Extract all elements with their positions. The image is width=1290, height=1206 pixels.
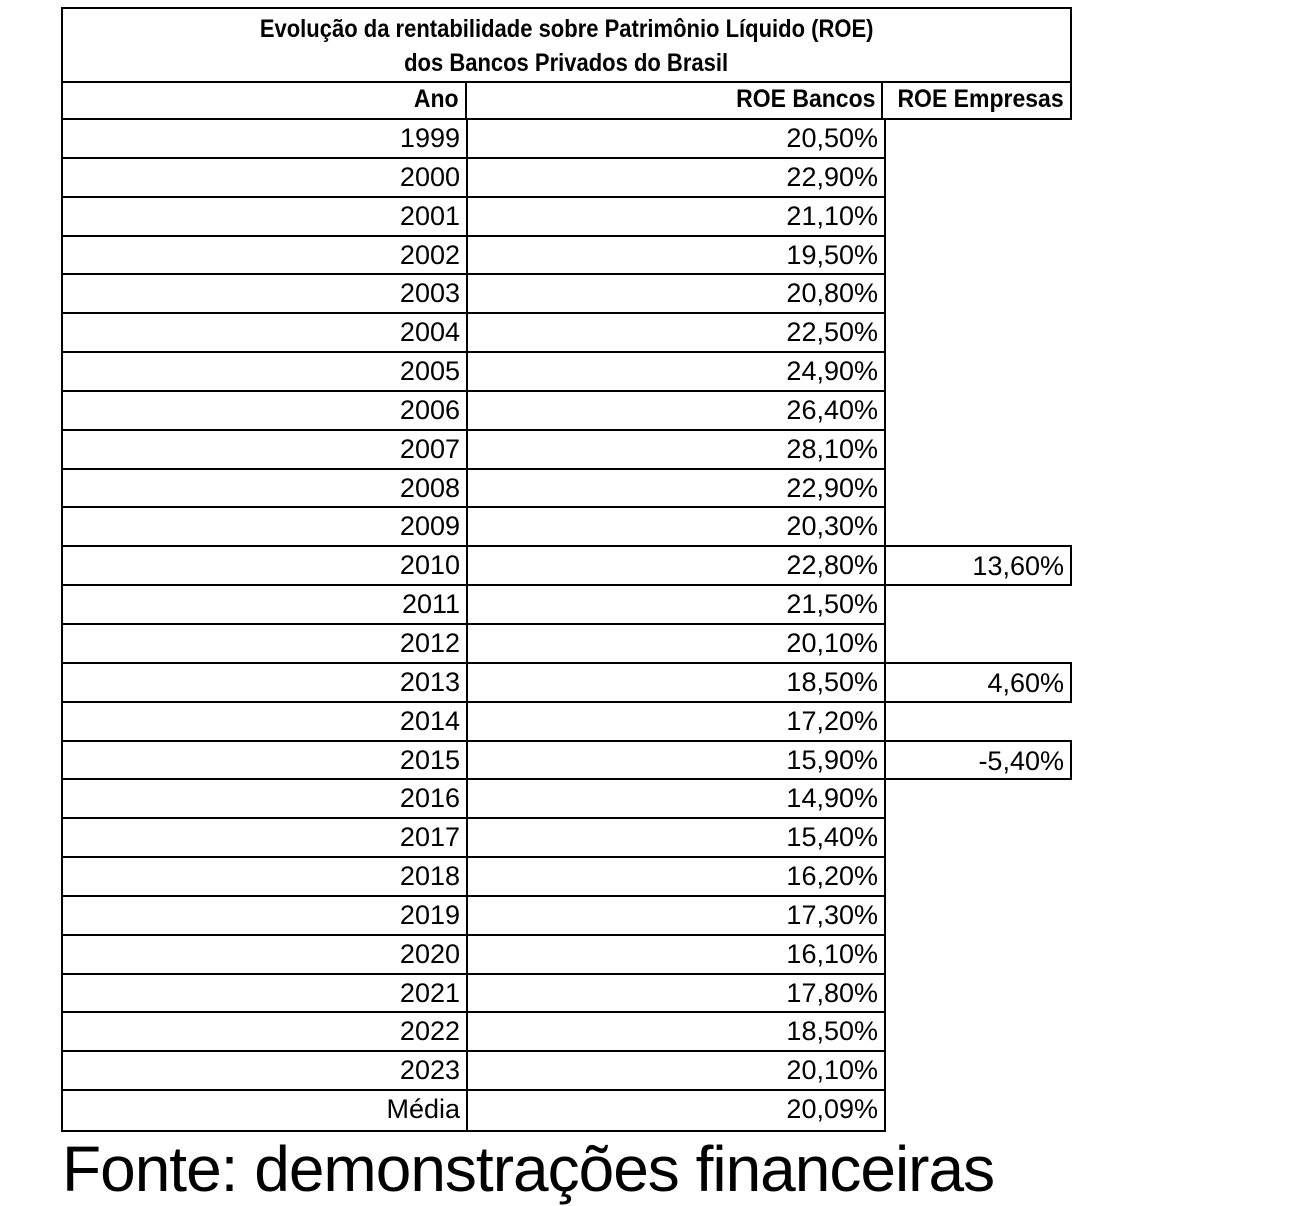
ano-cell: 2023: [63, 1052, 468, 1090]
ano-cell: 2017: [63, 819, 468, 857]
ano-cell: 2020: [63, 935, 468, 973]
ano-cell: 2001: [63, 197, 468, 235]
column-header-ano-label: Ano: [413, 85, 459, 113]
roe-bancos-cell: 22,90%: [786, 161, 878, 192]
roe-bancos-cell: 20,09%: [786, 1094, 878, 1125]
ano-cell: 2015: [63, 741, 468, 779]
table-row: 2010 22,80%: [63, 547, 884, 587]
ano-cell: 2012: [63, 624, 468, 662]
roe-bancos-cell: 15,90%: [786, 744, 878, 775]
roe-bancos-cell: 17,20%: [786, 705, 878, 736]
table-row: Média 20,09%: [63, 1091, 884, 1130]
table-row: 2014 17,20%: [63, 702, 884, 742]
roe-bancos-cell: 17,30%: [786, 899, 878, 930]
roe-empresas-cell: -5,40%: [884, 739, 1072, 781]
table-row: 2004 22,50%: [63, 314, 884, 354]
roe-bancos-cell: 22,50%: [786, 317, 878, 348]
roe-bancos-cell: 16,10%: [786, 938, 878, 969]
ano-cell: 2004: [63, 314, 468, 352]
ano-cell: 2008: [63, 469, 468, 507]
roe-bancos-cell: 16,20%: [786, 861, 878, 892]
table-row: 2016 14,90%: [63, 780, 884, 820]
table-row: 2020 16,10%: [63, 935, 884, 975]
roe-bancos-cell: 20,30%: [786, 511, 878, 542]
roe-bancos-cell: 18,50%: [786, 666, 878, 697]
table-row: 2021 17,80%: [63, 974, 884, 1014]
table-row: 2018 16,20%: [63, 858, 884, 897]
table-row: 2017 15,40%: [63, 819, 884, 859]
ano-cell: 2019: [63, 896, 468, 934]
ano-cell: 2009: [63, 508, 468, 546]
roe-bancos-cell: 14,90%: [786, 783, 878, 814]
table-title-line1: Evolução da rentabilidade sobre Patrimôn…: [259, 15, 874, 43]
roe-bancos-cell: 20,50%: [786, 123, 878, 153]
table-row: 2013 18,50%: [63, 663, 884, 703]
table-title-line2-wrap: dos Bancos Privados do Brasil: [63, 46, 1070, 80]
table-row: 2023 20,10%: [63, 1052, 884, 1092]
ano-cell: 2016: [63, 780, 468, 818]
table-title: Evolução da rentabilidade sobre Patrimôn…: [61, 7, 1072, 83]
roe-empresas-cell: 4,60%: [884, 661, 1072, 703]
roe-bancos-cell: 20,10%: [786, 627, 878, 658]
roe-bancos-cell: 15,40%: [786, 822, 878, 853]
table-row: 2001 21,10%: [63, 197, 884, 237]
roe-bancos-cell: 20,80%: [786, 278, 878, 309]
roe-bancos-cell: 26,40%: [786, 394, 878, 425]
table-row: 1999 20,50%: [63, 120, 884, 159]
ano-cell: 2007: [63, 430, 468, 468]
ano-cell: 2021: [63, 974, 468, 1012]
table-title-line1-wrap: Evolução da rentabilidade sobre Patrimôn…: [63, 12, 1070, 46]
table-row: 2022 18,50%: [63, 1013, 884, 1053]
ano-cell: 2000: [63, 158, 468, 196]
table-row: 2015 15,90%: [63, 741, 884, 781]
table-row: 2011 21,50%: [63, 586, 884, 625]
ano-cell: 2006: [63, 391, 468, 429]
ano-cell: 2002: [63, 236, 468, 274]
roe-bancos-cell: 22,90%: [786, 472, 878, 503]
column-header-roe-bancos-label: ROE Bancos: [736, 85, 876, 113]
table-row: 2000 22,90%: [63, 158, 884, 198]
roe-bancos-cell: 28,10%: [786, 433, 878, 464]
column-header-ano: Ano: [63, 83, 467, 118]
ano-cell: 2013: [63, 663, 468, 701]
ano-cell: Média: [63, 1091, 468, 1130]
roe-bancos-cell: 17,80%: [786, 977, 878, 1008]
column-header-roe-empresas: ROE Empresas: [883, 83, 1070, 118]
roe-bancos-cell: 20,10%: [786, 1055, 878, 1086]
ano-cell: 2022: [63, 1013, 468, 1051]
table-row: 2009 20,30%: [63, 508, 884, 548]
ano-cell: 2003: [63, 275, 468, 313]
roe-bancos-cell: 21,10%: [786, 200, 878, 231]
table-row: 2002 19,50%: [63, 236, 884, 276]
table-row: 2008 22,90%: [63, 469, 884, 509]
ano-cell: 2010: [63, 547, 468, 585]
table-row: 2019 17,30%: [63, 896, 884, 936]
roe-bancos-cell: 19,50%: [786, 239, 878, 270]
roe-bancos-cell: 24,90%: [786, 356, 878, 387]
ano-cell: 1999: [63, 120, 468, 157]
table-row: 2012 20,10%: [63, 624, 884, 664]
table-row: 2005 24,90%: [63, 353, 884, 392]
roe-table: Evolução da rentabilidade sobre Patrimôn…: [61, 7, 1072, 1132]
roe-bancos-cell: 22,80%: [786, 550, 878, 581]
table-header-row: Ano ROE Bancos ROE Empresas: [61, 83, 1072, 120]
ano-cell: 2014: [63, 702, 468, 740]
roe-empresas-cell: 13,60%: [884, 545, 1072, 587]
roe-bancos-cell: 21,50%: [786, 589, 878, 620]
source-caption-clipped: Fonte: demonstrações financeiras: [62, 1133, 995, 1205]
table-title-line2: dos Bancos Privados do Brasil: [404, 49, 729, 77]
ano-cell: 2011: [63, 586, 468, 623]
table-row: 2006 26,40%: [63, 391, 884, 431]
roe-bancos-cell: 18,50%: [786, 1016, 878, 1047]
ano-cell: 2005: [63, 353, 468, 390]
column-header-roe-bancos: ROE Bancos: [467, 83, 884, 118]
table-body: 1999 20,50% 2000 22,90% 2001 21,10% 2002 19,50%…: [61, 120, 1072, 1132]
table-row: 2003 20,80%: [63, 275, 884, 315]
table-row: 2007 28,10%: [63, 430, 884, 470]
column-header-roe-empresas-label: ROE Empresas: [897, 85, 1064, 113]
ano-cell: 2018: [63, 858, 468, 895]
